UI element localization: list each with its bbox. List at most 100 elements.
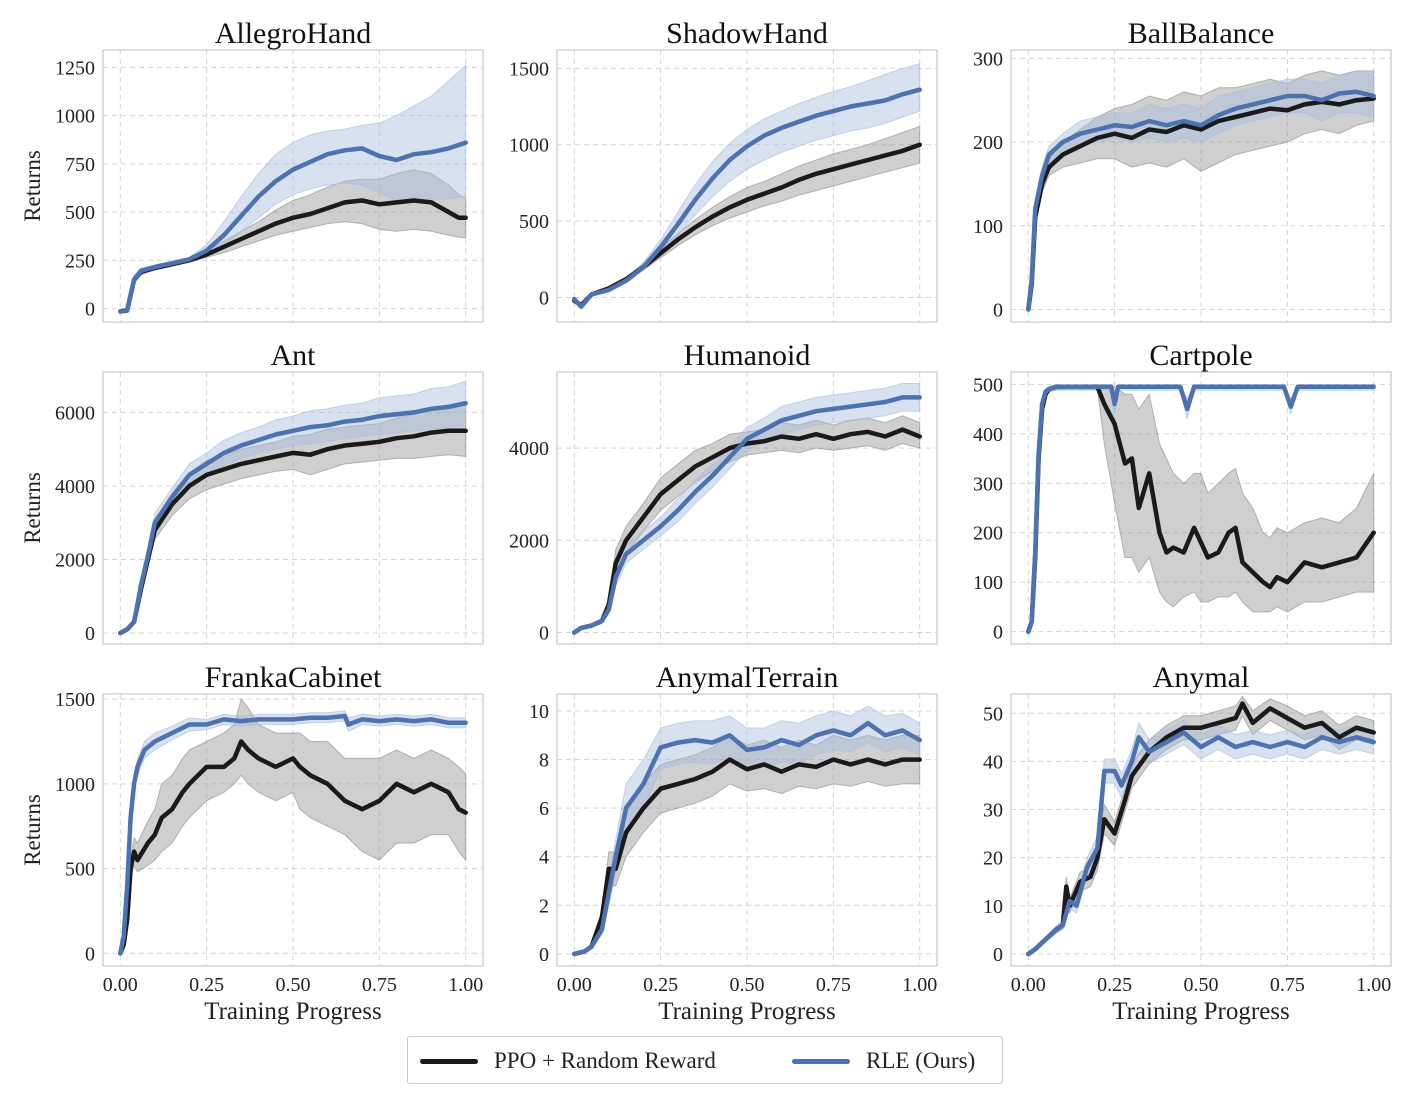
y-tick-label: 0 [539,944,549,966]
y-tick-label: 1250 [55,57,95,79]
series-line-rle [1026,89,1376,312]
x-axis-label: Training Progress [204,998,382,1025]
series-line-ppo [1026,96,1376,312]
y-tick-label: 1500 [55,689,95,711]
y-tick-label: 500 [65,859,95,881]
y-tick-label: 4000 [55,476,95,498]
y-tick-label: 30 [983,800,1003,822]
chart-title: AnymalTerrain [656,661,839,694]
series-line-rle [1026,730,1376,957]
chart-title: Cartpole [1149,339,1252,372]
y-tick-label: 500 [519,211,549,233]
y-tick-label: 1000 [55,106,95,128]
x-tick-label: 0.25 [1097,974,1132,996]
x-tick-label: 0.50 [1184,974,1219,996]
plot-area [1026,70,1376,312]
plot-frame [102,49,484,323]
plot-frame [102,693,484,967]
plot-area [1026,384,1376,634]
x-tick-label: 0.00 [1011,974,1046,996]
panel-ant: 0 2000 4000 6000 Ant Returns [20,339,484,645]
band-ppo [119,698,467,954]
y-tick-label: 0 [993,299,1003,321]
y-tick-label: 200 [973,523,1003,545]
x-tick-label: 0.00 [103,974,138,996]
y-tick-label: 0 [539,622,549,644]
x-tick-label: 0.75 [1270,974,1305,996]
panel-ballbalance: 0 100 200 300 BallBalance [973,17,1392,323]
y-tick-label: 100 [973,572,1003,594]
x-tick-label: 0.75 [362,974,397,996]
x-tick-label: 1.00 [902,974,937,996]
y-tick-label: 0 [85,298,95,320]
y-tick-label: 300 [973,473,1003,495]
y-tick-label: 10 [529,701,549,723]
series-line-ppo [572,757,922,957]
series-line-rle [572,87,922,309]
plot-frame [102,371,484,645]
y-tick-label: 500 [65,202,95,224]
plot-frame [1010,49,1392,323]
x-tick-label: 0.25 [643,974,678,996]
chart-title: FrankaCabinet [205,661,382,694]
y-tick-label: 1500 [509,58,549,80]
y-tick-label: 400 [973,424,1003,446]
y-tick-label: 0 [993,944,1003,966]
legend-item-rle: RLE (Ours) [792,1037,975,1085]
y-axis-label: Returns [20,794,45,866]
y-tick-label: 1000 [509,135,549,157]
y-tick-label: 2000 [509,530,549,552]
y-tick-label: 4 [539,847,549,869]
plot-frame [556,371,938,645]
y-tick-label: 4000 [509,438,549,460]
plot-frame [556,49,938,323]
legend: PPO + Random Reward RLE (Ours) [407,1036,1003,1084]
panel-humanoid: 0 2000 4000 Humanoid [509,339,938,645]
panel-frankacabinet: 0 500 1000 1500 0.00 0.25 0.50 0.75 1.00 FrankaCa… [20,661,484,1025]
y-tick-label: 2 [539,895,549,917]
y-tick-label: 250 [65,250,95,272]
x-axis-label: Training Progress [1112,998,1290,1025]
y-tick-label: 300 [973,48,1003,70]
series-line-rle [1026,384,1376,634]
legend-swatch-rle [792,1058,850,1064]
series-line-rle [118,400,468,636]
plot-frame [1010,693,1392,967]
y-tick-label: 20 [983,848,1003,870]
series-line-ppo [118,739,468,956]
y-tick-label: 0 [85,623,95,645]
y-tick-label: 1000 [55,774,95,796]
chart-title: AllegroHand [215,17,372,50]
chart-title: ShadowHand [666,17,828,50]
y-tick-label: 40 [983,751,1003,773]
panel-allegrohand: 0 250 500 750 1000 1250 AllegroHand Returns [20,17,484,323]
y-tick-label: 6000 [55,402,95,424]
legend-swatch-ppo [420,1058,478,1064]
y-tick-label: 200 [973,132,1003,154]
plot-frame [556,693,938,967]
series-line-rle [572,720,922,957]
chart-title: BallBalance [1128,17,1275,50]
y-tick-label: 500 [973,374,1003,396]
plot-area [118,698,468,956]
y-tick-label: 8 [539,750,549,772]
y-tick-label: 2000 [55,549,95,571]
y-axis-label: Returns [20,472,45,544]
legend-label-ppo: PPO + Random Reward [494,1048,716,1073]
band-rle [1027,719,1375,955]
plot-area [572,383,922,635]
plot-area [1026,695,1376,957]
plot-area [572,63,922,310]
panel-cartpole: 0 100 200 300 400 500 Cartpole [973,339,1392,645]
plot-frame [1010,371,1392,645]
y-tick-label: 750 [65,154,95,176]
y-tick-label: 100 [973,216,1003,238]
x-tick-label: 0.75 [816,974,851,996]
legend-label-rle: RLE (Ours) [866,1048,976,1073]
series-line-ppo [1026,701,1376,957]
y-axis-label: Returns [20,150,45,222]
chart-title: Ant [271,339,317,372]
y-tick-label: 0 [85,943,95,965]
x-tick-label: 0.25 [189,974,224,996]
panel-shadowhand: 0 500 1000 1500 ShadowHand [509,17,938,323]
